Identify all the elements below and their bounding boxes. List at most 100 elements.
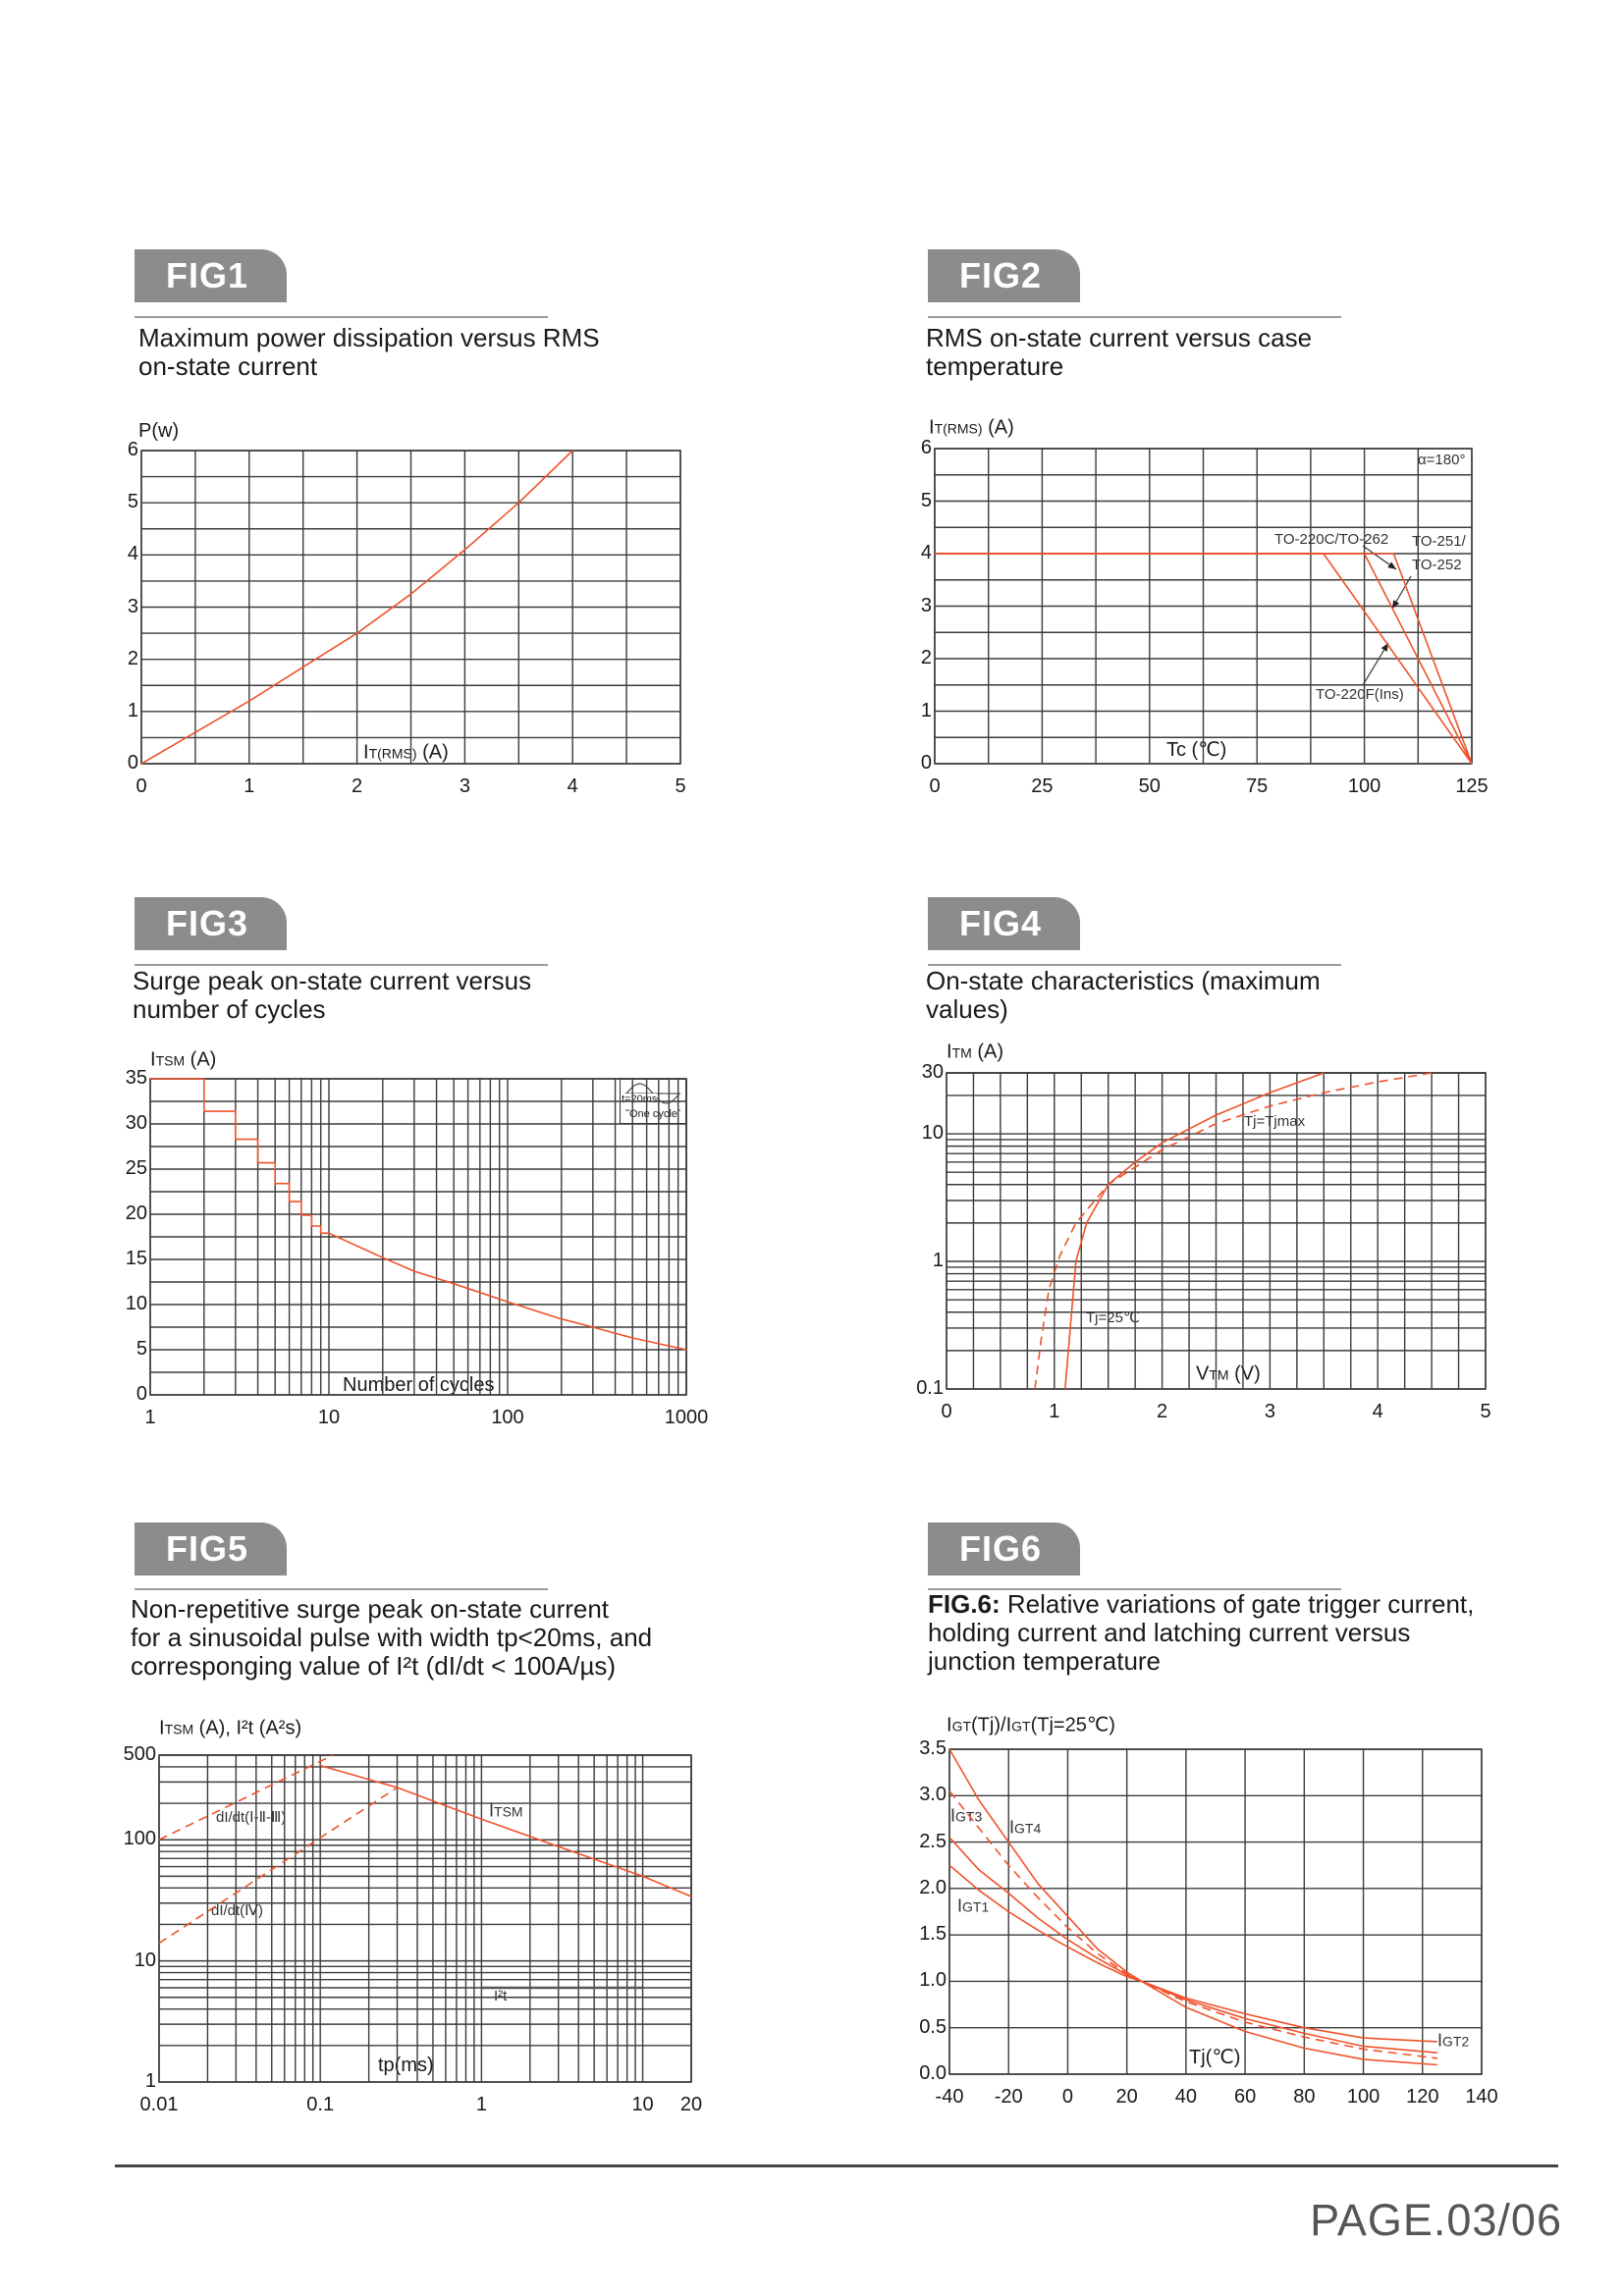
label-part-main: V	[1196, 1362, 1210, 1385]
caption-divider	[928, 316, 1341, 318]
label-part-sub: TSM	[494, 1803, 523, 1820]
figure-caption: FIG.6: Relative variations of gate trigg…	[928, 1590, 1474, 1676]
x-tick-label: 140	[1465, 2086, 1498, 2108]
caption-line: values)	[926, 995, 1321, 1024]
caption-text: Surge peak on-state current versus	[133, 966, 532, 995]
y-tick-label: 5	[127, 491, 138, 513]
caption-text: number of cycles	[133, 994, 326, 1024]
caption-text: RMS on-state current versus case	[926, 323, 1313, 352]
figure-caption: Surge peak on-state current versus number…	[133, 967, 531, 1024]
series-line-igt3	[948, 1790, 1437, 2059]
arrowhead-icon	[1380, 643, 1388, 652]
label-part-rest: (A), I²t (A²s)	[193, 1717, 302, 1739]
label-part-main: dI/dt(Ⅰ-Ⅱ-Ⅲ)	[216, 1809, 287, 1826]
label-part-main: TO-252	[1412, 557, 1462, 573]
x-tick-label: 1	[475, 2094, 487, 2115]
caption-line: RMS on-state current versus case	[926, 324, 1312, 352]
annotation-label: TO-251/	[1411, 533, 1467, 551]
figure-tab-fig2: FIG2	[928, 249, 1080, 302]
figure-tab-fig4: FIG4	[928, 897, 1080, 950]
y-tick-label: 5	[920, 489, 932, 511]
series-line-igt4	[948, 1748, 1437, 2066]
x-tick-label: 10	[317, 1407, 341, 1428]
label-part-main: I²t	[494, 1988, 508, 2004]
caption-text: Relative variations of gate trigger curr…	[1000, 1589, 1475, 1619]
annotation-label: I²t	[493, 1988, 509, 2005]
x-tick-label: 0	[929, 775, 941, 797]
x-tick-label: 125	[1455, 775, 1489, 797]
x-tick-label: 100	[491, 1407, 524, 1428]
y-tick-label: 0	[127, 752, 138, 774]
label-part-main: I	[489, 1800, 495, 1821]
label-part-main: I	[1009, 1817, 1015, 1838]
caption-text: junction temperature	[928, 1646, 1162, 1676]
annotation-label: IGT3	[949, 1806, 984, 1826]
x-tick-label: 1	[244, 775, 255, 797]
y-tick-label: 2.0	[919, 1876, 947, 1898]
y-axis-label: ITSM (A), I²t (A²s)	[157, 1718, 303, 1740]
label-part-main: Tj(℃)	[1189, 2047, 1241, 2068]
x-tick-label: 2	[1157, 1401, 1168, 1422]
series-line-di-dt-	[158, 1754, 334, 1841]
y-tick-label: 3.0	[919, 1784, 947, 1806]
inset-cycle-label: One cycle	[629, 1108, 677, 1120]
label-part-rest: (A)	[185, 1048, 217, 1071]
label-part-rest: (Tj)/	[971, 1714, 1006, 1736]
label-part-rest: (A)	[971, 1041, 1003, 1063]
y-axis-label: ITSM (A)	[148, 1049, 218, 1072]
chart-fig6	[948, 1748, 1483, 2075]
series-line-0	[150, 1078, 687, 1351]
label-part-main: I	[947, 1041, 952, 1063]
caption-divider	[135, 964, 548, 966]
x-tick-label: 20	[1115, 2086, 1138, 2108]
label-part-main: TO-220C/TO-262	[1274, 531, 1389, 548]
y-tick-label: 6	[127, 439, 138, 460]
y-tick-label: 2	[920, 647, 932, 668]
label-part-sub: T(RMS)	[368, 745, 417, 762]
x-tick-label: 75	[1246, 775, 1269, 797]
arrowhead-icon	[1387, 561, 1396, 569]
x-tick-label: 4	[1372, 1401, 1383, 1422]
y-tick-label: 30	[921, 1061, 944, 1083]
label-part-sub: GT2	[1442, 2033, 1470, 2050]
y-tick-label: 10	[125, 1293, 147, 1314]
annotation-leader-line	[1362, 642, 1389, 686]
annotation-label: α=180°	[1417, 452, 1466, 469]
caption-text: Maximum power dissipation versus RMS	[138, 323, 600, 352]
series-line-di-dt-	[158, 1787, 398, 1945]
y-tick-label: 0.5	[919, 2015, 947, 2038]
caption-bold-label: FIG.6:	[928, 1589, 1001, 1619]
x-tick-label: 0	[135, 775, 147, 797]
label-part-main: I	[929, 416, 935, 439]
y-axis-label: ITM (A)	[945, 1041, 1005, 1064]
label-part-main: α=180°	[1418, 452, 1466, 468]
label-part-main: Tc (℃)	[1166, 739, 1227, 761]
x-tick-label: 25	[1031, 775, 1054, 797]
x-axis-label: tp(ms)	[376, 2055, 436, 2076]
caption-text: temperature	[926, 351, 1064, 381]
x-tick-label: 1	[144, 1407, 156, 1428]
label-part-main: dI/dt(Ⅳ)	[211, 1902, 264, 1919]
annotation-label: TO-220C/TO-262	[1273, 531, 1390, 549]
label-part-sub: TSM	[164, 1721, 194, 1737]
caption-line: junction temperature	[928, 1647, 1474, 1676]
caption-line: Non-repetitive surge peak on-state curre…	[131, 1595, 652, 1624]
y-tick-label: 2.5	[919, 1830, 947, 1852]
label-part-main: I	[159, 1717, 165, 1739]
x-tick-label: 50	[1138, 775, 1161, 797]
series-line-igt1	[948, 1837, 1437, 2054]
x-tick-label: 0.1	[306, 2094, 335, 2115]
annotation-label: dI/dt(Ⅰ-Ⅱ-Ⅲ)	[215, 1809, 288, 1827]
arrowhead-icon	[1392, 600, 1400, 609]
caption-line: Maximum power dissipation versus RMS	[138, 324, 600, 352]
y-tick-label: 1	[144, 2070, 156, 2092]
y-tick-label: 15	[125, 1248, 147, 1269]
y-tick-label: 10	[921, 1122, 944, 1145]
series-line-igt2	[948, 1864, 1437, 2043]
x-tick-label: 1	[1049, 1401, 1060, 1422]
figure-caption: Non-repetitive surge peak on-state curre…	[131, 1595, 652, 1681]
caption-line: for a sinusoidal pulse with width tp<20m…	[131, 1624, 652, 1652]
label-part-sub: GT4	[1014, 1820, 1042, 1837]
y-tick-label: 1	[920, 699, 932, 721]
label-part-main: P(w)	[138, 420, 180, 442]
